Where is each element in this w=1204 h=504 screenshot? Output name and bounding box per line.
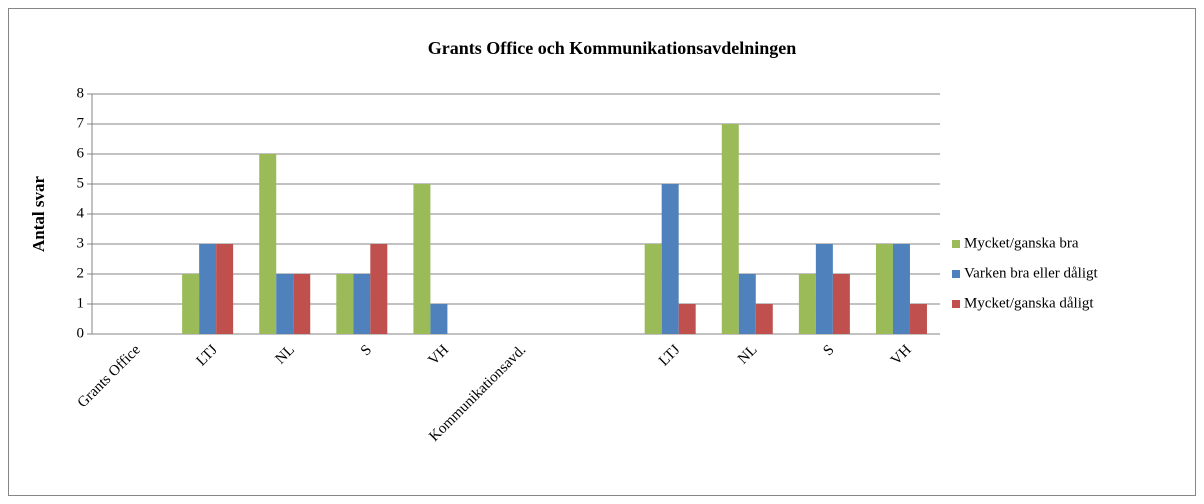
bar bbox=[738, 274, 756, 334]
y-tick-label: 7 bbox=[77, 115, 85, 131]
legend-label: Mycket/ganska bra bbox=[964, 235, 1079, 251]
bar bbox=[293, 274, 311, 334]
bar bbox=[815, 244, 833, 334]
bar bbox=[798, 274, 816, 334]
bar bbox=[353, 274, 371, 334]
bar bbox=[661, 184, 679, 334]
bar bbox=[276, 274, 294, 334]
bar bbox=[875, 244, 893, 334]
y-tick-label: 3 bbox=[77, 235, 85, 251]
legend-swatch bbox=[952, 240, 960, 248]
y-tick-label: 5 bbox=[77, 175, 85, 191]
bar bbox=[644, 244, 662, 334]
bar bbox=[678, 304, 696, 334]
y-tick-label: 2 bbox=[77, 265, 85, 281]
bar bbox=[909, 304, 927, 334]
y-tick-label: 8 bbox=[77, 85, 85, 101]
bar bbox=[216, 244, 234, 334]
bar bbox=[755, 304, 773, 334]
legend-swatch bbox=[952, 270, 960, 278]
bar bbox=[199, 244, 217, 334]
y-tick-label: 1 bbox=[77, 295, 85, 311]
y-tick-label: 6 bbox=[77, 145, 85, 161]
bar bbox=[259, 154, 277, 334]
legend-label: Varken bra eller dåligt bbox=[964, 265, 1099, 281]
bar bbox=[430, 304, 448, 334]
y-axis-label: Antal svar bbox=[29, 176, 48, 252]
bar bbox=[721, 124, 739, 334]
y-tick-label: 4 bbox=[77, 205, 85, 221]
bar bbox=[336, 274, 354, 334]
bar bbox=[370, 244, 388, 334]
chart-border bbox=[8, 8, 1196, 496]
bar bbox=[182, 274, 200, 334]
legend-label: Mycket/ganska dåligt bbox=[964, 295, 1094, 311]
chart-title: Grants Office och Kommunikationsavdelnin… bbox=[428, 38, 797, 58]
y-tick-label: 0 bbox=[77, 325, 85, 341]
bar bbox=[832, 274, 850, 334]
legend-swatch bbox=[952, 300, 960, 308]
bar bbox=[892, 244, 910, 334]
bar bbox=[413, 184, 431, 334]
